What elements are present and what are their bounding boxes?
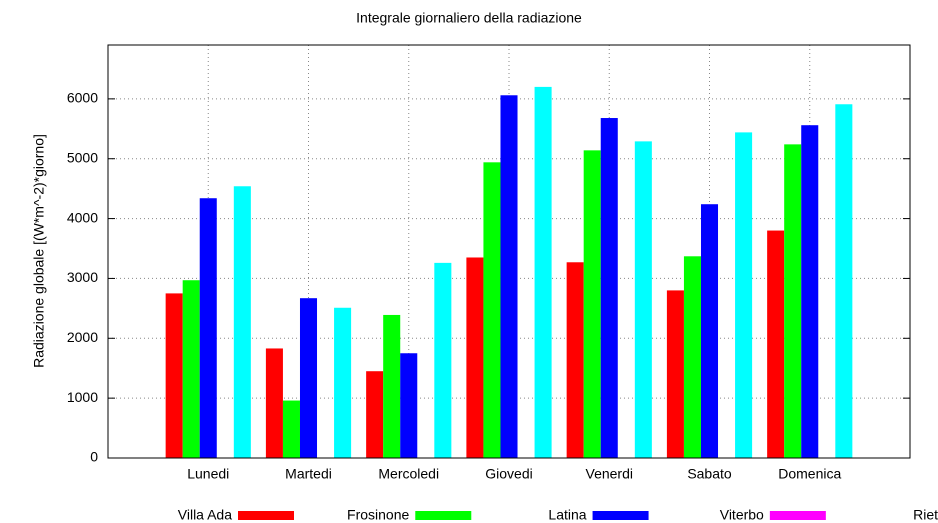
bar: [534, 86, 552, 458]
y-tick-label: 2000: [67, 329, 98, 345]
bar: [299, 298, 318, 458]
chart-title: Integrale giornaliero della radiazione: [356, 10, 582, 26]
bar: [767, 230, 785, 458]
bar: [835, 104, 853, 458]
bar: [466, 257, 484, 458]
bar: [400, 353, 418, 458]
bar: [383, 314, 401, 458]
bar: [483, 162, 501, 458]
x-tick-label: Martedi: [285, 466, 332, 482]
bar: [199, 198, 217, 458]
y-tick-label: 5000: [67, 149, 98, 165]
bar: [566, 262, 584, 458]
bar: [182, 280, 200, 458]
bar: [434, 262, 452, 458]
bar: [165, 293, 183, 458]
bar: [334, 307, 352, 458]
bar: [784, 144, 802, 458]
bar: [282, 400, 300, 458]
y-tick-label: 0: [90, 449, 98, 465]
legend-swatch: [238, 511, 294, 520]
legend-swatch: [769, 511, 826, 520]
x-tick-label: Venerdi: [586, 466, 633, 482]
y-tick-label: 3000: [67, 269, 98, 285]
bar: [683, 256, 701, 458]
y-tick-label: 6000: [67, 90, 98, 106]
bar: [700, 204, 719, 458]
legend-label: Latina: [548, 507, 586, 523]
x-tick-label: Mercoledi: [378, 466, 439, 482]
bar: [735, 132, 753, 458]
x-tick-label: Domenica: [778, 466, 841, 482]
legend-label: Rieti: [913, 507, 938, 523]
legend-label: Frosinone: [347, 507, 409, 523]
legend-label: Viterbo: [720, 507, 764, 523]
bar: [233, 186, 251, 458]
bar: [600, 118, 618, 458]
y-tick-label: 1000: [67, 389, 98, 405]
legend-swatch: [592, 511, 649, 520]
x-tick-label: Giovedi: [485, 466, 532, 482]
bar: [500, 95, 518, 458]
plot-frame: [107, 44, 911, 459]
bar: [583, 150, 601, 459]
legend-label: Villa Ada: [178, 507, 232, 523]
bar: [366, 371, 384, 458]
bar: [801, 125, 819, 458]
y-tick-label: 4000: [67, 209, 98, 225]
legend-swatch: [415, 511, 472, 520]
bar: [265, 348, 283, 458]
y-axis-label: Radiazione globale [(W*m^-2)*giorno]: [31, 134, 47, 368]
bar: [666, 290, 684, 458]
x-tick-label: Lunedi: [187, 466, 229, 482]
bar: [634, 141, 652, 458]
x-tick-label: Sabato: [687, 466, 732, 482]
